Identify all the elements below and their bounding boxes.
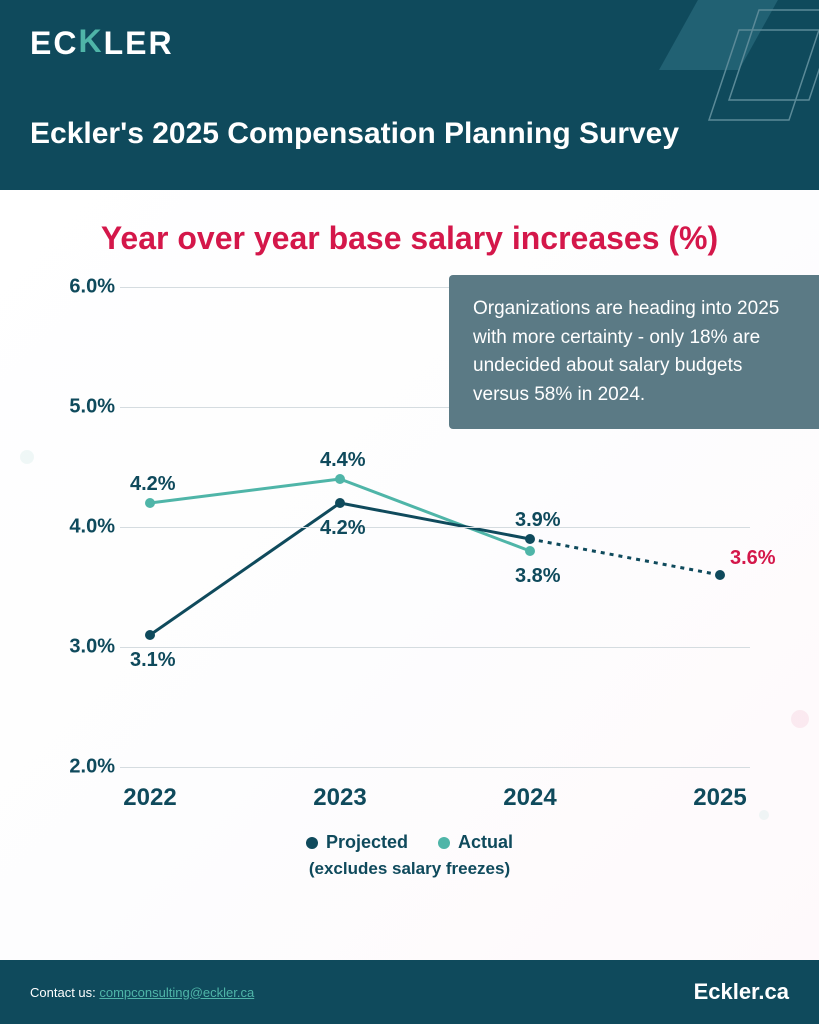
legend: Projected Actual (excludes salary freeze… [40,832,779,879]
x-axis-label: 2024 [503,784,556,812]
contact-email-link[interactable]: compconsulting@eckler.ca [99,985,254,1000]
footer: Contact us: compconsulting@eckler.ca Eck… [0,960,819,1024]
data-point-label: 3.1% [130,649,176,672]
footer-contact: Contact us: compconsulting@eckler.ca [30,985,254,1000]
header: ECKLER Eckler's 2025 Compensation Planni… [0,0,819,190]
y-axis-label: 6.0% [60,276,115,299]
data-point-label: 4.2% [320,517,366,540]
logo-accent: K [78,23,103,60]
data-point-label: 3.9% [515,509,561,532]
data-point-label: 3.8% [515,565,561,588]
x-axis-label: 2022 [123,784,176,812]
chart-title: Year over year base salary increases (%) [40,220,779,257]
legend-item-actual: Actual [438,832,513,853]
y-axis-label: 3.0% [60,636,115,659]
gridline [120,647,750,648]
x-axis-label: 2025 [693,784,746,812]
legend-label-actual: Actual [458,832,513,853]
legend-note: (excludes salary freezes) [40,859,779,879]
data-point-label: 4.2% [130,473,176,496]
legend-dot-projected [306,837,318,849]
chart-area: Year over year base salary increases (%)… [0,190,819,960]
legend-item-projected: Projected [306,832,408,853]
header-decoration [589,0,819,180]
data-point-label: 3.6% [730,547,776,570]
bg-dot [759,810,769,820]
bg-dot [791,710,809,728]
y-axis-label: 2.0% [60,756,115,779]
data-point-label: 4.4% [320,449,366,472]
logo-text-1: EC [30,25,78,62]
footer-site: Eckler.ca [694,979,789,1005]
gridline [120,767,750,768]
legend-label-projected: Projected [326,832,408,853]
bg-dot [20,450,34,464]
gridline [120,527,750,528]
y-axis-label: 5.0% [60,396,115,419]
y-axis-label: 4.0% [60,516,115,539]
logo-text-2: LER [104,25,174,62]
legend-dot-actual [438,837,450,849]
info-callout: Organizations are heading into 2025 with… [449,275,819,429]
contact-label: Contact us: [30,985,99,1000]
x-axis-label: 2023 [313,784,366,812]
